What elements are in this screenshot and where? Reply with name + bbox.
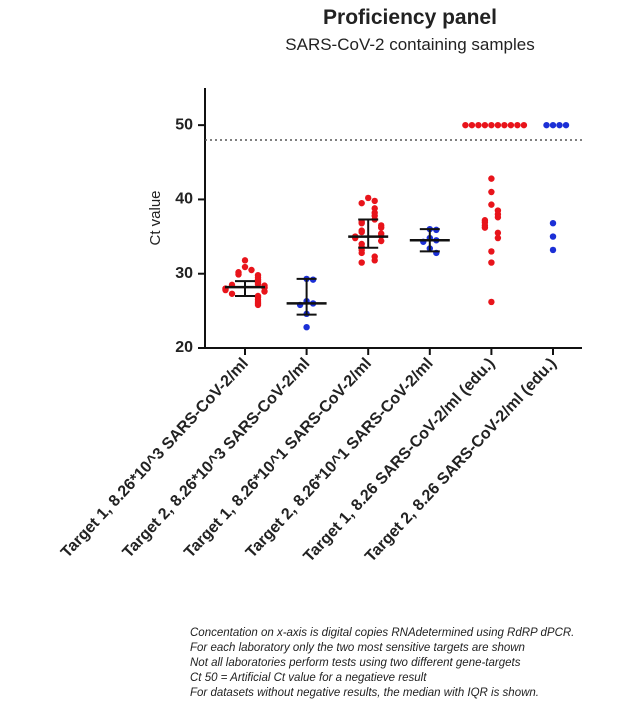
data-point <box>549 246 557 254</box>
data-point <box>254 280 262 288</box>
data-point <box>514 121 521 129</box>
data-point <box>549 233 557 240</box>
data-point <box>475 121 482 129</box>
data-point <box>358 220 365 227</box>
y-tick-label: 30 <box>175 265 193 282</box>
data-point <box>549 121 557 129</box>
data-point <box>358 228 365 236</box>
y-tick-label: 50 <box>175 116 193 133</box>
data-point <box>494 234 502 242</box>
data-point <box>365 194 372 202</box>
data-point <box>378 237 385 245</box>
footnote: For each laboratory only the two most se… <box>190 642 525 654</box>
y-tick-label: 20 <box>175 339 193 356</box>
data-point <box>371 205 378 212</box>
data-point <box>222 286 229 294</box>
data-point <box>501 121 508 129</box>
chart-title: Proficiency panel <box>323 6 497 29</box>
data-point <box>488 121 495 129</box>
data-point <box>488 248 495 255</box>
data-point <box>488 259 495 266</box>
data-point <box>358 259 365 266</box>
data-point <box>235 271 242 278</box>
data-point <box>248 266 255 274</box>
data-point <box>468 121 476 129</box>
data-point <box>507 121 515 129</box>
data-point <box>494 229 502 237</box>
data-point <box>371 197 378 205</box>
data-point <box>520 121 528 129</box>
data-point <box>549 220 557 227</box>
data-point <box>488 298 495 306</box>
footnote: Concentation on x-axis is digital copies… <box>190 627 574 639</box>
data-point <box>371 257 378 264</box>
data-point <box>358 249 365 257</box>
data-point <box>562 121 570 129</box>
data-point <box>358 199 365 207</box>
data-point <box>481 224 489 231</box>
data-point <box>462 121 469 129</box>
data-point <box>488 201 495 208</box>
data-point <box>556 121 563 129</box>
data-point <box>303 324 310 331</box>
data-point <box>494 214 502 221</box>
chart-subtitle: SARS-CoV-2 containing samples <box>285 35 534 54</box>
data-point <box>241 263 249 271</box>
data-point <box>241 257 249 264</box>
footnote: Not all laboratories perform tests using… <box>190 657 521 669</box>
y-tick-label: 40 <box>175 191 193 208</box>
data-point <box>488 188 495 196</box>
data-point <box>488 175 495 182</box>
data-point <box>494 121 502 129</box>
data-point <box>378 224 385 231</box>
data-point <box>481 121 489 129</box>
data-point <box>228 290 236 297</box>
footnote: For datasets without negative results, t… <box>190 687 539 699</box>
footnote: Ct 50 = Artificial Ct value for a negati… <box>190 672 427 684</box>
data-point <box>543 121 550 129</box>
data-point <box>261 288 268 295</box>
data-point <box>254 301 262 309</box>
y-axis-label: Ct value <box>147 190 164 245</box>
